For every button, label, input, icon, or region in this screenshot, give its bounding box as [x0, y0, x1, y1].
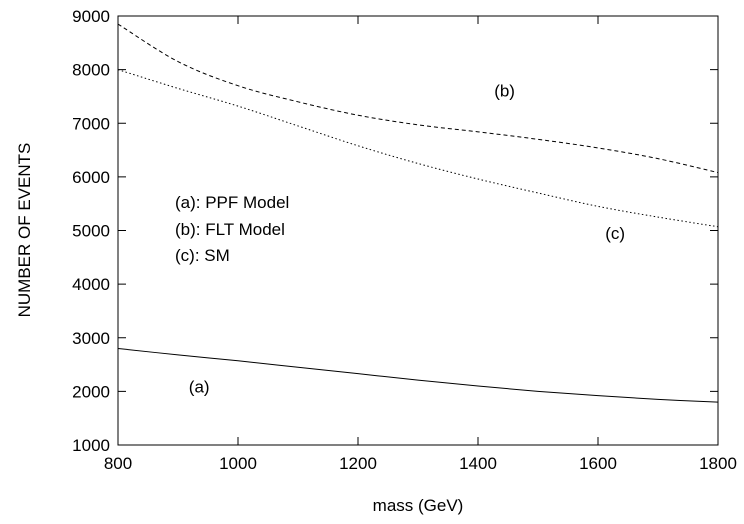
y-tick-label: 9000: [72, 7, 110, 26]
x-tick-label: 1200: [339, 454, 377, 473]
annotation-layer: (a): PPF Model (b): FLT Model (c): SM (b) (c…: [175, 81, 625, 396]
annotation-label: (b): FLT Model: [175, 220, 285, 239]
y-axis: 1000 2000 3000 4000 5000 6000 7000 8000 9000: [72, 7, 718, 455]
x-tick-label: 1800: [699, 454, 737, 473]
y-tick-label: 4000: [72, 275, 110, 294]
annotation-label: (c): SM: [175, 246, 230, 265]
x-axis: 800 1000 1200 1400 1600 1800: [104, 16, 737, 473]
y-tick-label: 8000: [72, 61, 110, 80]
y-tick-label: 1000: [72, 436, 110, 455]
series-line-b: [117, 23, 719, 174]
y-tick-label: 6000: [72, 168, 110, 187]
annotation-label: (a): PPF Model: [175, 193, 289, 212]
y-tick-label: 5000: [72, 222, 110, 241]
series-line-a: [117, 347, 719, 403]
y-axis-title: NUMBER OF EVENTS: [15, 143, 34, 318]
x-tick-label: 1600: [579, 454, 617, 473]
x-tick-label: 800: [104, 454, 132, 473]
x-axis-title: mass (GeV): [373, 496, 464, 515]
x-tick-label: 1000: [219, 454, 257, 473]
y-tick-label: 2000: [72, 382, 110, 401]
y-tick-label: 3000: [72, 329, 110, 348]
annotation-label: (b): [494, 81, 515, 100]
series-line-c: [117, 69, 719, 228]
annotation-label: (a): [189, 377, 210, 396]
annotation-label: (c): [605, 224, 625, 243]
series-layer: [117, 23, 719, 403]
y-tick-label: 7000: [72, 114, 110, 133]
x-tick-label: 1400: [459, 454, 497, 473]
